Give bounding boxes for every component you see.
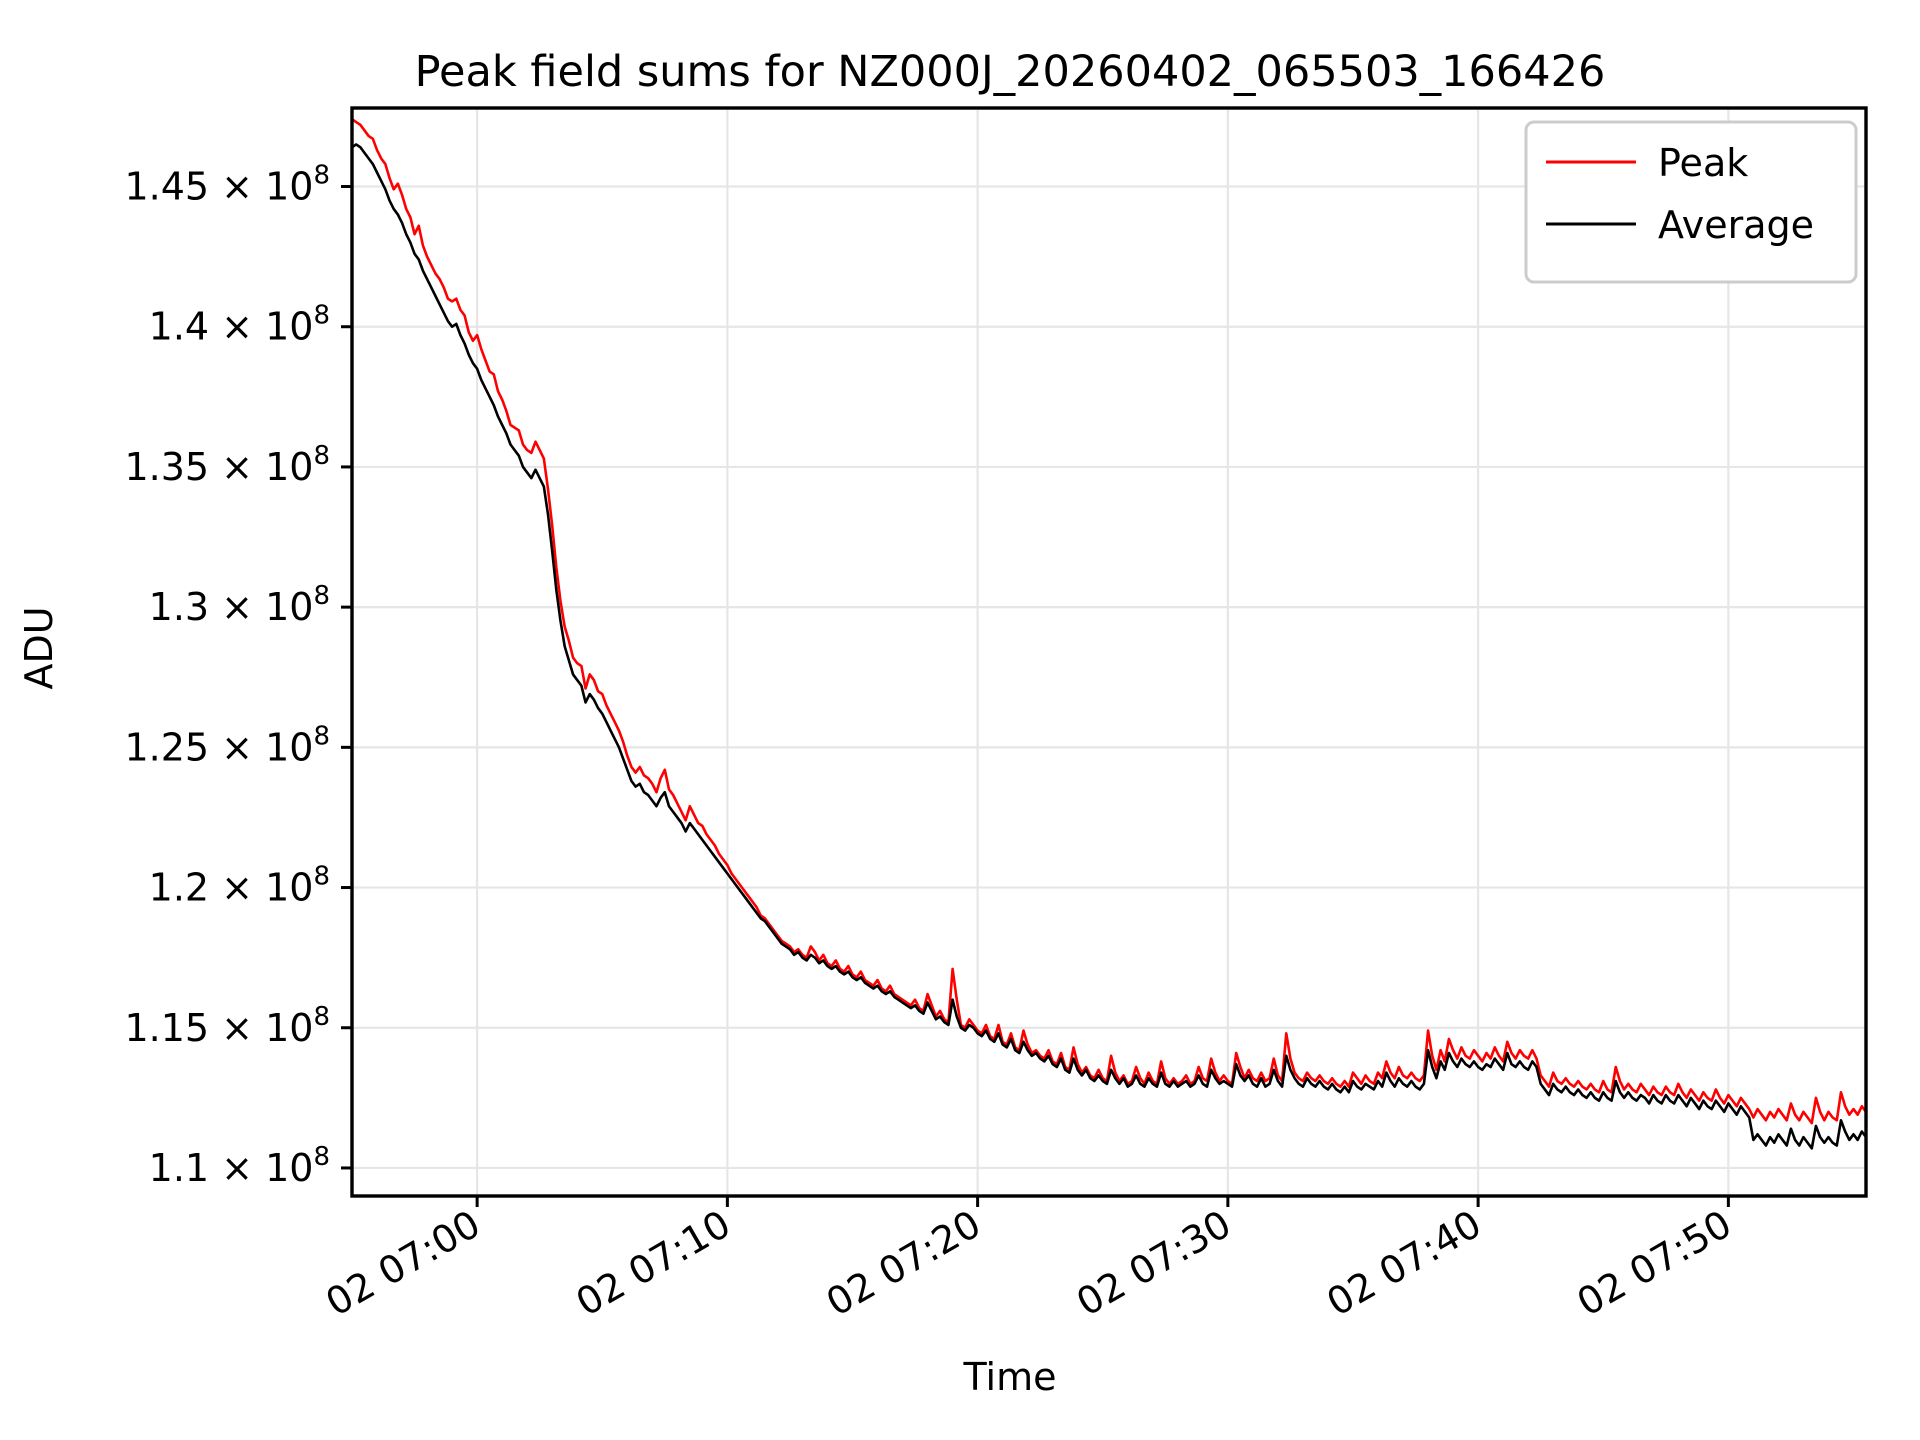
y-tick-label: 1.15 × 108 <box>124 1002 330 1050</box>
axes-spines <box>350 106 1868 1198</box>
series-line-average <box>350 143 1868 1150</box>
y-tick-label: 1.35 × 108 <box>124 441 330 489</box>
y-tick-label: 1.45 × 108 <box>124 161 330 209</box>
plot-frame <box>350 106 1868 1198</box>
gridlines <box>352 108 1866 1196</box>
series-lines <box>350 117 1868 1150</box>
y-tick-label: 1.25 × 108 <box>124 721 330 769</box>
chart-title: Peak field sums for NZ000J_20260402_0655… <box>415 47 1606 97</box>
y-axis-label: ADU <box>17 606 61 689</box>
legend-label-peak[interactable]: Peak <box>1658 141 1748 185</box>
chart-legend[interactable]: Peak Average <box>1524 120 1858 284</box>
y-tick-label: 1.1 × 108 <box>149 1142 330 1190</box>
y-axis-ticks: 1.1 × 108 1.15 × 108 1.2 × 108 1.25 × 108 1.… <box>124 161 352 1190</box>
x-axis-label: Time <box>963 1355 1057 1399</box>
y-tick-label: 1.3 × 108 <box>149 581 330 629</box>
series-line-peak <box>350 117 1868 1125</box>
y-tick-label: 1.2 × 108 <box>149 862 330 910</box>
legend-label-average[interactable]: Average <box>1658 203 1814 247</box>
y-tick-label: 1.4 × 108 <box>149 301 330 349</box>
